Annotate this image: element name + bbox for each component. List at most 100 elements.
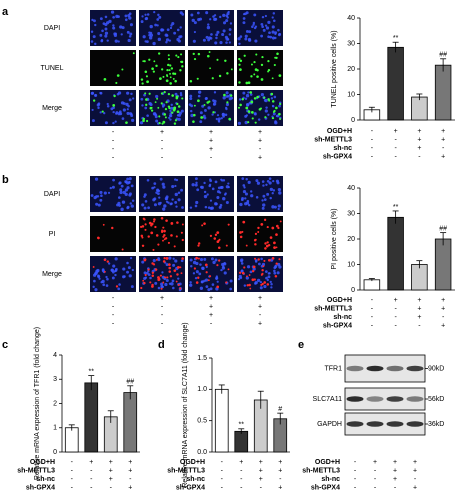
stain-dot <box>177 56 180 59</box>
nucleus <box>205 11 209 15</box>
nucleus <box>177 277 180 280</box>
nucleus <box>91 108 94 112</box>
stain-dot <box>161 229 164 232</box>
nucleus <box>263 284 267 289</box>
stain-dot <box>238 271 242 274</box>
nucleus <box>209 18 212 21</box>
nucleus <box>277 28 280 32</box>
condition-sign: + <box>394 128 398 135</box>
stain-dot <box>208 275 212 278</box>
nucleus <box>112 264 116 268</box>
y-tick-label: 10 <box>347 261 355 268</box>
micrograph <box>237 216 283 252</box>
stain-dot <box>197 244 200 247</box>
stain-dot <box>214 233 218 237</box>
protein-label: SLC7A11 <box>313 396 343 403</box>
condition-sign: + <box>258 295 262 302</box>
micrograph <box>188 216 234 252</box>
nucleus <box>205 97 208 100</box>
condition-sign: + <box>393 467 397 474</box>
stain-dot <box>254 243 257 246</box>
nucleus <box>246 103 250 107</box>
condition-label: sh-nc <box>333 145 352 152</box>
nucleus <box>118 110 122 114</box>
stain-dot <box>264 247 267 250</box>
condition-sign: - <box>260 484 263 491</box>
nucleus <box>159 177 163 181</box>
nucleus <box>175 178 179 182</box>
nucleus <box>148 101 152 106</box>
nucleus <box>92 285 95 288</box>
blot-band <box>406 396 424 402</box>
stain-dot <box>241 230 244 233</box>
nucleus <box>246 199 250 203</box>
nucleus <box>259 280 263 284</box>
nucleus <box>264 109 268 113</box>
nucleus <box>144 17 148 21</box>
nucleus <box>237 277 241 281</box>
nucleus <box>199 263 202 266</box>
nucleus <box>128 177 132 181</box>
condition-sign: + <box>259 459 263 466</box>
nucleus <box>260 34 264 38</box>
stain-dot <box>278 112 281 116</box>
nucleus <box>132 97 135 100</box>
condition-sign: - <box>161 312 164 319</box>
nucleus <box>267 113 270 116</box>
condition-sign: + <box>128 484 132 491</box>
stain-dot <box>93 99 96 102</box>
nucleus <box>214 258 218 262</box>
micrograph <box>237 176 283 212</box>
stain-dot <box>275 224 279 228</box>
stain-dot <box>145 103 148 106</box>
stain-dot <box>164 116 167 119</box>
stain-dot <box>268 99 271 102</box>
nucleus <box>194 276 198 280</box>
nucleus <box>190 113 194 118</box>
stain-dot <box>200 116 204 119</box>
stain-dot <box>253 73 256 76</box>
stain-dot <box>238 81 241 84</box>
nucleus <box>247 180 251 185</box>
nucleus <box>144 200 148 203</box>
condition-sign: - <box>221 459 224 466</box>
stain-dot <box>163 257 166 260</box>
nucleus <box>209 287 213 291</box>
y-tick-label: 40 <box>347 185 355 192</box>
nucleus <box>212 260 216 265</box>
nucleus <box>245 29 249 33</box>
nucleus <box>225 106 228 109</box>
nucleus <box>94 23 97 27</box>
nucleus <box>217 117 221 121</box>
stain-dot <box>189 79 193 83</box>
nucleus <box>121 117 125 120</box>
nucleus <box>165 200 169 203</box>
nucleus <box>142 35 146 39</box>
nucleus <box>260 22 264 26</box>
nucleus <box>268 181 272 185</box>
nucleus <box>263 198 267 201</box>
nucleus <box>143 276 147 280</box>
nucleus <box>261 206 265 210</box>
nucleus <box>161 275 165 279</box>
stain-dot <box>248 283 251 287</box>
nucleus <box>242 91 246 95</box>
nucleus <box>94 42 97 46</box>
nucleus <box>245 114 249 117</box>
bar <box>214 388 229 453</box>
stain-dot <box>261 55 264 59</box>
nucleus <box>146 178 150 182</box>
stain-dot <box>160 92 164 95</box>
nucleus <box>128 193 132 197</box>
nucleus <box>90 30 94 33</box>
stain-dot <box>154 268 158 271</box>
nucleus <box>225 102 230 107</box>
nucleus <box>255 179 259 183</box>
nucleus <box>94 94 97 97</box>
nucleus <box>162 207 166 211</box>
nucleus <box>209 206 213 210</box>
stain-dot <box>142 60 145 63</box>
stain-dot <box>247 110 251 113</box>
condition-sign: + <box>109 467 113 474</box>
nucleus <box>91 91 95 95</box>
